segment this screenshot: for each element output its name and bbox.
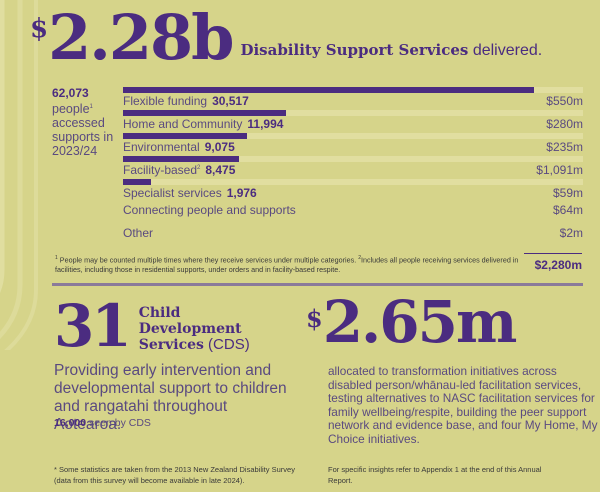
total-rule <box>524 253 582 254</box>
hero-title: Disability Support Services delivered. <box>240 41 543 59</box>
row-count: 8,475 <box>205 163 236 177</box>
cds-heading: 31 Child Development Services (CDS) <box>54 296 250 356</box>
section-divider <box>52 283 583 286</box>
services-bar-chart: Flexible funding 30,517 $550m Home and Comm… <box>123 84 583 245</box>
row-count: 30,517 <box>212 94 249 108</box>
row-amount: $64m <box>552 203 583 217</box>
people-count: 62,073 <box>52 86 89 100</box>
chart-row: Facility-based2 8,475 $1,091m <box>123 153 583 177</box>
chart-row: Specialist services 1,976 $59m <box>123 176 583 200</box>
transformation-amount: $ 2.65m <box>306 288 517 356</box>
chart-row: Other $2m <box>123 222 583 245</box>
row-label: Specialist services 1,976 <box>123 186 257 200</box>
cds-seen: 16,000 seen by CDS <box>54 417 151 429</box>
row-label: Facility-based2 8,475 <box>123 163 236 177</box>
row-label: Environmental 9,075 <box>123 140 235 154</box>
row-amount: $59m <box>552 186 583 200</box>
hero-currency: $ <box>30 14 49 44</box>
chart-total: $2,280m <box>534 258 582 272</box>
bar-track <box>123 110 583 116</box>
chart-row: Flexible funding 30,517 $550m <box>123 84 583 108</box>
bar <box>123 133 247 139</box>
row-count: 1,976 <box>226 186 257 200</box>
row-count: 11,994 <box>247 117 284 131</box>
bar-track <box>123 179 583 185</box>
chart-row: Environmental 9,075 $235m <box>123 130 583 154</box>
row-amount: $235m <box>546 140 583 154</box>
transformation-description: allocated to transformation initiatives … <box>328 364 598 446</box>
cds-description: Providing early intervention and develop… <box>54 362 287 433</box>
bar-track <box>123 156 583 162</box>
bar <box>123 156 239 162</box>
footer-appendix-note: For specific insights refer to Appendix … <box>328 465 542 485</box>
headline: $ 2.28b Disability Support Services deli… <box>30 4 542 72</box>
row-label: Home and Community 11,994 <box>123 117 284 131</box>
cds-number: 31 <box>54 292 132 360</box>
row-amount: $1,091m <box>536 163 583 177</box>
row-amount: $2m <box>559 226 583 240</box>
chart-row: Connecting people and supports $64m <box>123 199 583 222</box>
bar <box>123 179 152 185</box>
bar <box>123 87 534 93</box>
footer-survey-note: * Some statistics are taken from the 201… <box>54 465 295 485</box>
chart-row: Home and Community 11,994 $280m <box>123 107 583 131</box>
chart-footnote: 1 People may be counted multiple times w… <box>55 255 519 275</box>
hero-amount: 2.28b <box>48 1 234 74</box>
bar-track <box>123 133 583 139</box>
row-label: Flexible funding 30,517 <box>123 94 249 108</box>
people-summary: 62,073 people1 accessed supports in 2023… <box>52 86 114 159</box>
bar <box>123 110 286 116</box>
row-label: Connecting people and supports <box>123 203 296 217</box>
row-amount: $280m <box>546 117 583 131</box>
row-count: 9,075 <box>204 140 235 154</box>
row-label: Other <box>123 226 154 240</box>
cds-title: Child Development Services (CDS) <box>138 305 250 353</box>
row-amount: $550m <box>546 94 583 108</box>
